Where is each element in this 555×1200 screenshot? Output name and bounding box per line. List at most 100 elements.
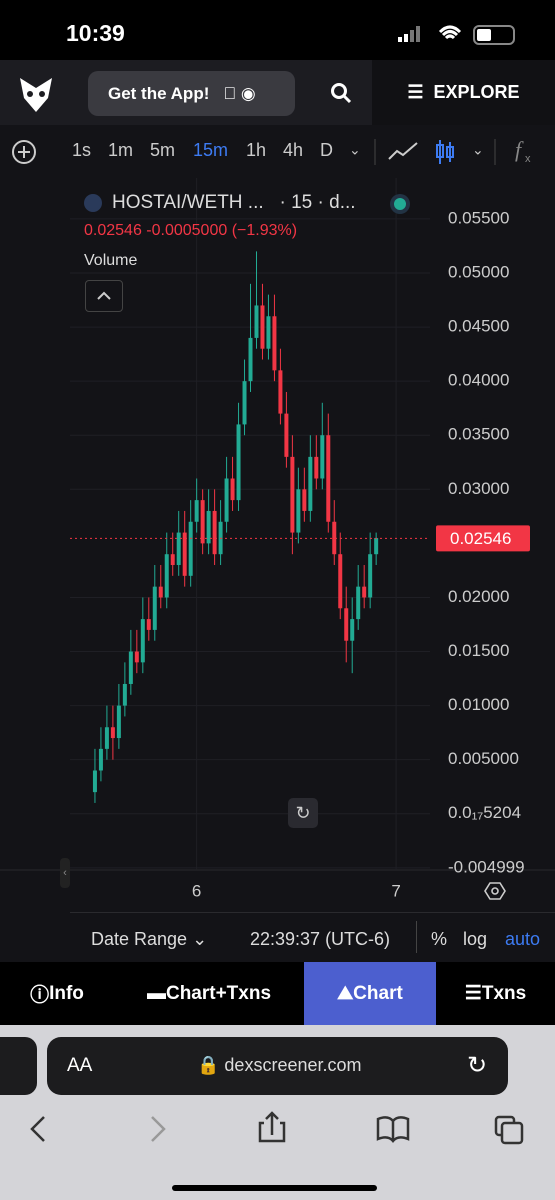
settings-icon[interactable]: [484, 880, 506, 902]
get-app-button[interactable]: Get the App! ◉: [88, 71, 295, 116]
url-text: dexscreener.com: [224, 1055, 362, 1075]
candle-body: [362, 586, 367, 598]
candle-body: [278, 370, 283, 414]
reload-button[interactable]: ↻: [467, 1052, 488, 1079]
tab[interactable]: ⓘ Info: [0, 962, 115, 1025]
add-icon[interactable]: [11, 139, 37, 165]
candle-body: [344, 608, 349, 641]
url-bar[interactable]: AA 🔒 dexscreener.com ↻: [47, 1037, 508, 1095]
interval-button[interactable]: 5m: [150, 140, 176, 160]
svg-text:⌄: ⌄: [472, 142, 484, 158]
auto-toggle[interactable]: auto: [505, 929, 541, 949]
tab[interactable]: ▬ Chart+Txns: [114, 962, 305, 1025]
search-icon[interactable]: [330, 82, 352, 104]
tab-label: Txns: [481, 982, 527, 1004]
candle-body: [92, 770, 97, 793]
y-tick-label: 0.005000: [448, 749, 519, 768]
candle-body: [176, 532, 181, 566]
candle-body: [200, 500, 205, 544]
candle-body: [374, 537, 379, 555]
logo[interactable]: [16, 74, 56, 114]
status-dot: [390, 194, 410, 214]
volume-study: Volume: [84, 252, 138, 269]
y-tick-label: 0.01500: [448, 641, 509, 660]
y-tick-label: 0.05500: [448, 208, 509, 227]
date-range[interactable]: Date Range ⌄: [91, 929, 208, 949]
url: 🔒 dexscreener.com: [197, 1055, 362, 1075]
candle-body: [266, 316, 271, 349]
tab[interactable]: ☰ Txns: [436, 962, 555, 1025]
candle-body: [314, 456, 319, 479]
candle-body: [98, 748, 103, 771]
last-price-label: 0.02546: [450, 529, 511, 548]
candle-body: [212, 510, 217, 555]
y-tick-label: 0.04000: [448, 371, 509, 390]
candle-body: [254, 305, 259, 338]
candle-body: [284, 413, 289, 457]
interval-button[interactable]: 15m: [193, 140, 229, 160]
pair-symbol: HOSTAI/WETH ...: [112, 192, 264, 213]
svg-text:f: f: [515, 139, 524, 162]
collapse-button[interactable]: [85, 280, 123, 312]
svg-text:x: x: [525, 153, 531, 165]
candle-body: [248, 337, 253, 382]
y-tick-label: 0.02000: [448, 587, 509, 606]
reset-button[interactable]: ↻: [288, 798, 318, 828]
tab-label: Chart+Txns: [165, 982, 272, 1004]
status-icons: [398, 25, 515, 45]
last-price-tag: [436, 525, 530, 552]
candle-body: [158, 586, 163, 598]
text-size-button[interactable]: AA: [67, 1055, 93, 1076]
candle-body: [320, 435, 325, 479]
candle-body: [272, 316, 277, 371]
get-app-label: Get the App!: [108, 83, 210, 103]
tab-label: Chart: [353, 982, 403, 1004]
candle-body: [230, 478, 235, 501]
svg-text:⌄: ⌄: [349, 142, 361, 158]
pair-interval: · 15 · d...: [279, 192, 356, 213]
candle-body: [146, 619, 151, 630]
y-tick-label: 0.03500: [448, 425, 509, 444]
candle-body: [326, 435, 331, 522]
candle-body: [188, 521, 193, 576]
interval-button[interactable]: 4h: [283, 140, 304, 160]
candle-body: [290, 456, 295, 533]
candle-body: [236, 424, 241, 501]
interval-button[interactable]: 1s: [72, 140, 92, 160]
candles: [92, 251, 379, 803]
log-toggle[interactable]: log: [463, 929, 488, 949]
y-tick-label: 0.05000: [448, 262, 509, 281]
date-range-label: Date Range: [91, 929, 188, 949]
header: Get the App! ◉: [0, 60, 372, 125]
explore-button[interactable]: ☰ EXPLORE: [372, 60, 555, 125]
candle-body: [194, 500, 199, 522]
interval-button[interactable]: D: [320, 140, 333, 160]
candle-body: [128, 651, 133, 684]
interval-button[interactable]: 1h: [246, 140, 267, 160]
tab-label: Info: [49, 982, 84, 1004]
candle-body: [170, 554, 175, 566]
candle-body: [260, 305, 265, 349]
interval-button[interactable]: 1m: [108, 140, 134, 160]
y-tick-label: -0.004999: [448, 857, 525, 876]
tab[interactable]: ⛰ Chart: [304, 962, 437, 1025]
browser-chrome: AA 🔒 dexscreener.com ↻: [0, 1025, 555, 1200]
y-tick-label: 0.01000: [448, 695, 509, 714]
candle-body: [350, 619, 355, 641]
y-tick-label: 0.0₁₇5204: [448, 803, 521, 822]
candle-body: [116, 705, 121, 739]
toolbar-toggle[interactable]: ‹: [60, 858, 70, 888]
percent-toggle[interactable]: %: [431, 929, 448, 949]
candle-body: [296, 489, 301, 533]
candle-body: [356, 586, 361, 620]
candle-body: [164, 554, 169, 598]
explore-label: EXPLORE: [433, 82, 520, 102]
candle-body: [152, 586, 157, 630]
candle-body: [140, 619, 145, 663]
x-tick-label: 6: [192, 881, 201, 900]
candle-body: [104, 727, 109, 749]
clock: 10:39: [66, 20, 125, 46]
clock-time: 22:39:37 (UTC-6): [250, 929, 391, 949]
